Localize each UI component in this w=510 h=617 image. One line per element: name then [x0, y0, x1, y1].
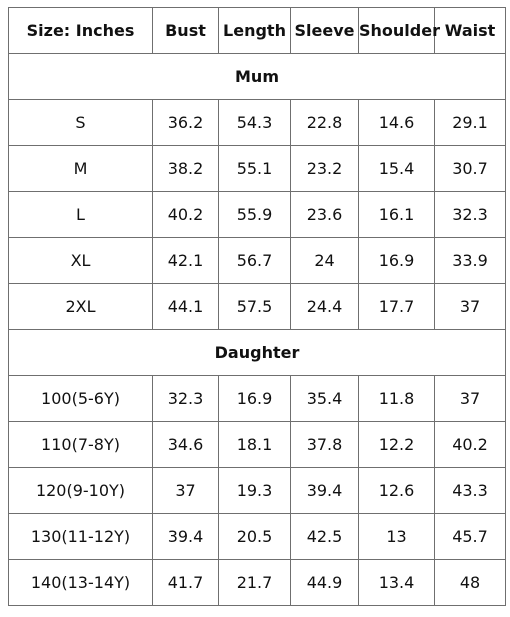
section-row: Mum [8, 53, 506, 100]
cell-shoulder: 17.7 [358, 283, 435, 330]
cell-sleeve: 35.4 [290, 375, 359, 422]
cell-waist: 37 [434, 283, 506, 330]
cell-bust: 34.6 [152, 421, 219, 468]
cell-shoulder: 16.1 [358, 191, 435, 238]
cell-size: 110(7-8Y) [8, 421, 153, 468]
cell-sleeve: 39.4 [290, 467, 359, 514]
cell-size: 100(5-6Y) [8, 375, 153, 422]
header-shoulder: Shoulder [358, 7, 440, 54]
header-sleeve: Sleeve [290, 7, 359, 54]
table-row: 110(7-8Y) 34.6 18.1 37.8 12.2 40.2 [8, 421, 506, 468]
cell-waist: 29.1 [434, 99, 506, 146]
header-bust: Bust [152, 7, 219, 54]
cell-length: 55.1 [218, 145, 291, 192]
cell-bust: 41.7 [152, 559, 219, 606]
cell-shoulder: 11.8 [358, 375, 435, 422]
table-row: M 38.2 55.1 23.2 15.4 30.7 [8, 145, 506, 192]
cell-sleeve: 23.2 [290, 145, 359, 192]
cell-shoulder: 15.4 [358, 145, 435, 192]
cell-waist: 37 [434, 375, 506, 422]
cell-length: 54.3 [218, 99, 291, 146]
size-table: Size: Inches Bust Length Sleeve Shoulder… [8, 7, 506, 606]
cell-bust: 32.3 [152, 375, 219, 422]
cell-length: 56.7 [218, 237, 291, 284]
cell-size: 140(13-14Y) [8, 559, 153, 606]
table-row: 100(5-6Y) 32.3 16.9 35.4 11.8 37 [8, 375, 506, 422]
cell-size: 130(11-12Y) [8, 513, 153, 560]
cell-length: 16.9 [218, 375, 291, 422]
cell-length: 21.7 [218, 559, 291, 606]
cell-waist: 30.7 [434, 145, 506, 192]
cell-shoulder: 12.2 [358, 421, 435, 468]
cell-sleeve: 23.6 [290, 191, 359, 238]
cell-bust: 36.2 [152, 99, 219, 146]
cell-bust: 44.1 [152, 283, 219, 330]
table-row: XL 42.1 56.7 24 16.9 33.9 [8, 237, 506, 284]
size-chart: Size: Inches Bust Length Sleeve Shoulder… [8, 7, 506, 606]
cell-shoulder: 14.6 [358, 99, 435, 146]
cell-sleeve: 24 [290, 237, 359, 284]
cell-waist: 48 [434, 559, 506, 606]
header-row: Size: Inches Bust Length Sleeve Shoulder… [8, 7, 506, 54]
section-title: Mum [8, 53, 506, 100]
cell-length: 19.3 [218, 467, 291, 514]
cell-waist: 33.9 [434, 237, 506, 284]
cell-length: 18.1 [218, 421, 291, 468]
cell-bust: 37 [152, 467, 219, 514]
cell-waist: 32.3 [434, 191, 506, 238]
table-row: 140(13-14Y) 41.7 21.7 44.9 13.4 48 [8, 559, 506, 606]
header-waist: Waist [434, 7, 506, 54]
cell-bust: 38.2 [152, 145, 219, 192]
header-length: Length [218, 7, 291, 54]
table-row: 2XL 44.1 57.5 24.4 17.7 37 [8, 283, 506, 330]
cell-sleeve: 22.8 [290, 99, 359, 146]
section-title: Daughter [8, 329, 506, 376]
cell-waist: 43.3 [434, 467, 506, 514]
cell-length: 20.5 [218, 513, 291, 560]
cell-shoulder: 16.9 [358, 237, 435, 284]
section-row: Daughter [8, 329, 506, 376]
cell-sleeve: 37.8 [290, 421, 359, 468]
table-row: L 40.2 55.9 23.6 16.1 32.3 [8, 191, 506, 238]
cell-bust: 39.4 [152, 513, 219, 560]
cell-size: M [8, 145, 153, 192]
cell-length: 55.9 [218, 191, 291, 238]
table-body: Mum S 36.2 54.3 22.8 14.6 29.1 M 38.2 55.1 23.2 15.… [8, 53, 506, 606]
cell-bust: 40.2 [152, 191, 219, 238]
table-row: 130(11-12Y) 39.4 20.5 42.5 13 45.7 [8, 513, 506, 560]
cell-length: 57.5 [218, 283, 291, 330]
cell-size: 2XL [8, 283, 153, 330]
cell-shoulder: 13.4 [358, 559, 435, 606]
cell-size: XL [8, 237, 153, 284]
header-size: Size: Inches [8, 7, 153, 54]
cell-size: 120(9-10Y) [8, 467, 153, 514]
cell-bust: 42.1 [152, 237, 219, 284]
cell-sleeve: 44.9 [290, 559, 359, 606]
cell-shoulder: 13 [358, 513, 435, 560]
cell-size: L [8, 191, 153, 238]
cell-shoulder: 12.6 [358, 467, 435, 514]
cell-sleeve: 42.5 [290, 513, 359, 560]
table-row: 120(9-10Y) 37 19.3 39.4 12.6 43.3 [8, 467, 506, 514]
cell-size: S [8, 99, 153, 146]
table-row: S 36.2 54.3 22.8 14.6 29.1 [8, 99, 506, 146]
cell-sleeve: 24.4 [290, 283, 359, 330]
cell-waist: 45.7 [434, 513, 506, 560]
cell-waist: 40.2 [434, 421, 506, 468]
